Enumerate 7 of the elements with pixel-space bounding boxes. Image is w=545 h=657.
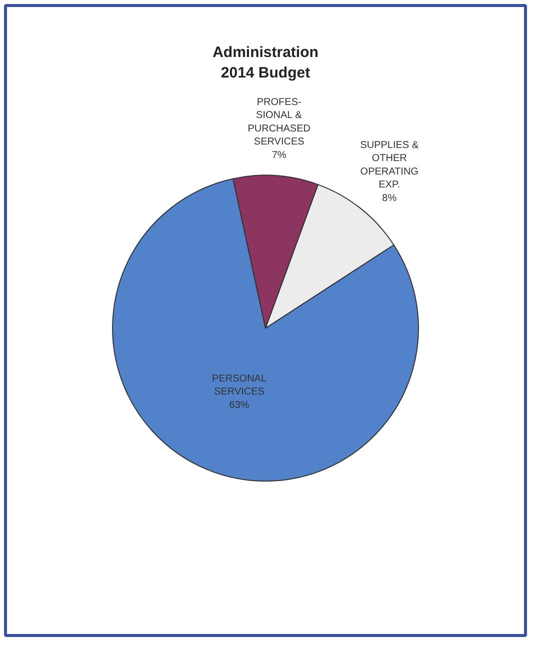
slice-label: PERSONAL SERVICES — [212, 373, 267, 398]
data-label: 8% — [382, 192, 397, 204]
data-label: 7% — [272, 150, 286, 161]
slice-label: PROFES- SIONAL & PURCHASED SERVICES — [248, 96, 311, 148]
slice-label: SUPPLIES & OTHER OPERATING EXP. — [360, 140, 419, 191]
chart-title: Administration 2014 Budget — [212, 44, 318, 82]
data-label: 63% — [229, 400, 250, 411]
